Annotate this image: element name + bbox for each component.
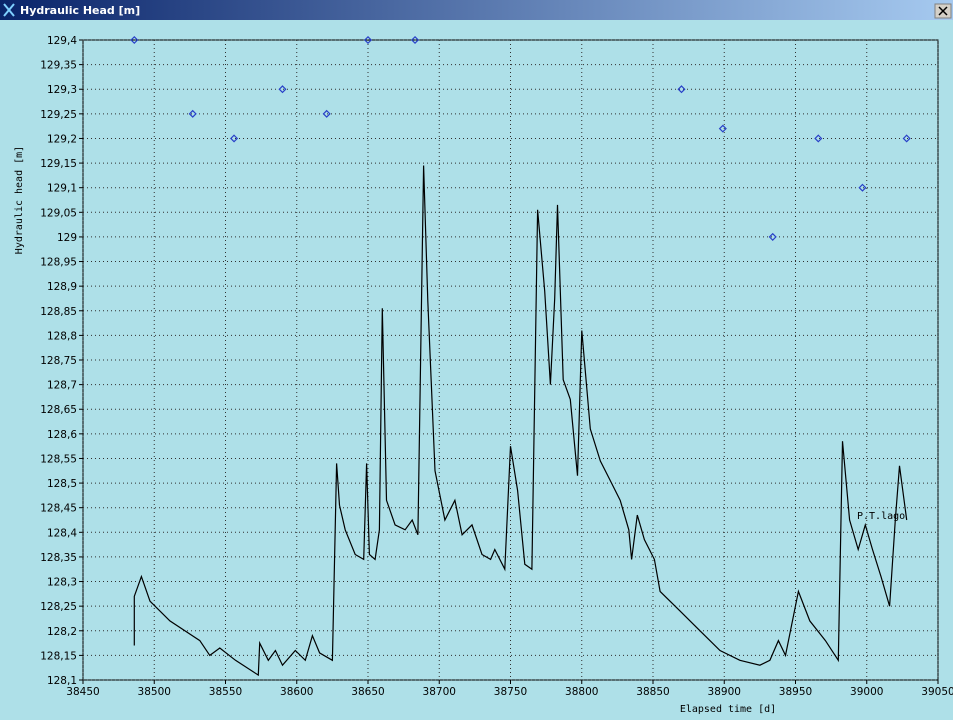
y-tick-label: 129,3 <box>47 84 77 96</box>
x-tick-label: 38500 <box>138 686 171 698</box>
y-tick-label: 129,35 <box>40 60 77 72</box>
y-tick-label: 129,4 <box>47 35 77 47</box>
x-tick-label: 38750 <box>494 686 527 698</box>
x-axis-label: Elapsed time [d] <box>680 704 776 715</box>
y-tick-label: 129,1 <box>47 183 77 195</box>
x-tick-label: 38900 <box>708 686 741 698</box>
y-tick-label: 128,35 <box>40 552 77 564</box>
y-tick-label: 128,85 <box>40 306 77 318</box>
close-button[interactable] <box>934 3 952 19</box>
y-tick-label: 128,45 <box>40 503 77 515</box>
y-tick-label: 128,1 <box>47 675 77 687</box>
data-point <box>322 109 331 118</box>
data-point <box>363 35 373 45</box>
y-tick-label: 128,25 <box>40 601 77 613</box>
x-tick-label: 38950 <box>779 686 812 698</box>
y-tick-label: 128,9 <box>47 281 77 293</box>
title-bar <box>0 0 953 20</box>
y-tick-label: 128,7 <box>47 380 77 392</box>
y-tick-label: 128,55 <box>40 453 77 465</box>
plot: 128,1 128,15 128,2 128,25 128,3 128,35 128,4 12… <box>14 35 953 715</box>
data-point <box>188 109 197 118</box>
y-tick-label: 128,5 <box>47 478 77 490</box>
window-title: Hydraulic Head [m] <box>20 4 140 17</box>
data-point <box>814 134 823 143</box>
y-tick-label: 128,65 <box>40 404 77 416</box>
x-tick-label: 38800 <box>565 686 598 698</box>
x-tick-label: 38600 <box>280 686 313 698</box>
y-tick-label: 129,25 <box>40 109 77 121</box>
y-tick-label: 128,2 <box>47 626 77 638</box>
x-tick-label: 38850 <box>636 686 669 698</box>
y-tick-label: 128,6 <box>47 429 77 441</box>
y-tick-label: 128,8 <box>47 330 77 342</box>
data-point <box>410 35 420 45</box>
data-point <box>278 85 287 94</box>
x-tick-label: 38650 <box>351 686 384 698</box>
data-line <box>133 165 908 677</box>
y-tick-label: 128,15 <box>40 650 77 662</box>
y-tick-label: 129 <box>57 232 77 244</box>
x-tick-label: 38550 <box>209 686 242 698</box>
y-tick-label: 129,05 <box>40 207 77 219</box>
data-point <box>230 134 239 143</box>
y-tick-label: 129,15 <box>40 158 77 170</box>
data-point <box>858 183 867 192</box>
x-tick-label: 38450 <box>66 686 99 698</box>
y-axis-label: Hydraulic head [m] <box>14 146 25 254</box>
data-point <box>130 35 139 45</box>
data-point <box>677 85 686 94</box>
y-tick-label: 129,2 <box>47 133 77 145</box>
x-tick-label: 39050 <box>921 686 953 698</box>
y-tick-label: 128,3 <box>47 577 77 589</box>
y-tick-label: 128,75 <box>40 355 77 367</box>
x-tick-label: 39000 <box>850 686 883 698</box>
y-tick-label: 128,4 <box>47 527 77 539</box>
data-point <box>902 134 911 143</box>
data-point <box>718 124 727 133</box>
annotation: P.T.lago <box>857 511 905 522</box>
y-tick-label: 128,95 <box>40 257 77 269</box>
data-point <box>768 232 777 241</box>
app-icon <box>3 3 15 17</box>
x-tick-label: 38700 <box>423 686 456 698</box>
